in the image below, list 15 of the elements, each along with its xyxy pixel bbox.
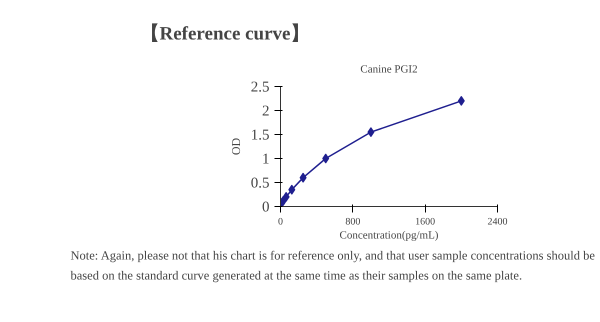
- y-tick-label: 2: [262, 104, 270, 120]
- chart-subtitle: Canine PGI2: [360, 64, 418, 76]
- y-axis-title: OD: [228, 138, 243, 156]
- y-tick-label: 0.5: [250, 176, 270, 192]
- y-tick-label: 2.5: [250, 80, 270, 96]
- y-tick-label: 0: [262, 200, 270, 216]
- chart-title: 【Reference curve】: [140, 22, 310, 44]
- x-tick-label: 800: [345, 216, 360, 228]
- text: Note: Again, please not that his chart is for reference only, and that user sample concentrations should be based on the standard curve generated at the same time as their samples on the same plate.: [70, 248, 596, 282]
- x-axis-title: Concentration(pg/mL): [340, 230, 439, 242]
- x-tick-label: 1600: [415, 216, 436, 228]
- y-tick-label: 1: [262, 152, 270, 168]
- y-tick-label: 1.5: [250, 128, 270, 144]
- x-tick-label: 0: [278, 216, 283, 228]
- x-tick-label: 2400: [488, 216, 508, 228]
